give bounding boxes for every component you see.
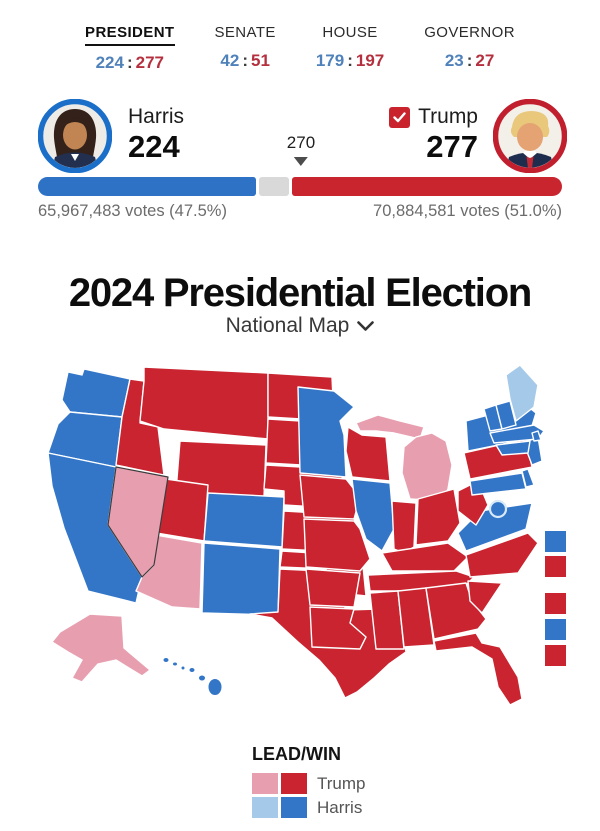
map-view-dropdown[interactable]: National Map — [0, 314, 600, 338]
page-title: 2024 Presidential Election — [68, 270, 533, 315]
state-ar[interactable] — [305, 568, 361, 608]
district-me-1[interactable] — [545, 531, 566, 552]
trump-avatar — [492, 98, 568, 174]
state-co[interactable] — [203, 492, 285, 548]
trump-win-swatch — [281, 773, 307, 794]
state-oh[interactable] — [415, 488, 461, 546]
state-de[interactable] — [521, 468, 535, 488]
harris-electoral-votes: 224 — [128, 129, 180, 164]
legend-row-harris: Harris — [252, 797, 366, 818]
state-ri[interactable] — [531, 430, 542, 442]
bar-segment-rep — [292, 177, 562, 196]
score-separator: : — [466, 51, 473, 70]
tab-score: 179 : 197 — [316, 51, 384, 71]
dem-count: 179 — [315, 51, 345, 70]
state-nc[interactable] — [465, 532, 539, 578]
tab-president[interactable]: PRESIDENT 224 : 277 — [85, 24, 175, 73]
state-wa[interactable] — [61, 368, 131, 418]
state-hi[interactable] — [162, 657, 223, 696]
map-legend: LEAD/WIN Trump Harris — [252, 744, 366, 821]
tab-governor[interactable]: GOVERNOR 23 : 27 — [424, 24, 515, 73]
electoral-bar-area: 270 — [38, 133, 562, 197]
winner-check-icon — [389, 106, 411, 128]
score-separator: : — [347, 51, 353, 70]
electoral-bar — [38, 177, 562, 196]
state-md[interactable] — [469, 472, 527, 496]
tab-house[interactable]: HOUSE 179 : 197 — [316, 24, 384, 73]
map-view-label: National Map — [225, 314, 350, 337]
rep-count: 27 — [475, 51, 495, 70]
threshold-marker: 270 — [287, 133, 315, 166]
score-separator: : — [242, 51, 248, 70]
dem-count: 42 — [220, 51, 240, 70]
rep-count: 277 — [135, 53, 164, 72]
state-mi[interactable] — [401, 432, 453, 502]
state-fl[interactable] — [433, 632, 523, 706]
tab-score: 42 : 51 — [220, 51, 270, 71]
harris-name: Harris — [128, 105, 184, 128]
harris-summary: Harris 224 — [128, 105, 184, 165]
tab-score: 23 : 27 — [445, 51, 495, 71]
national-map — [32, 360, 568, 710]
state-mt[interactable] — [139, 366, 269, 440]
harris-avatar — [37, 98, 113, 174]
state-sc[interactable] — [467, 580, 503, 614]
score-separator: : — [126, 53, 133, 72]
state-ct[interactable] — [495, 440, 531, 456]
legend-heading: LEAD/WIN — [252, 744, 341, 764]
state-in[interactable] — [391, 500, 417, 554]
state-la[interactable] — [309, 606, 367, 650]
threshold-arrow-icon — [293, 157, 308, 166]
trump-name: Trump — [418, 105, 478, 128]
race-tabs: PRESIDENT 224 : 277 SENATE 42 : 51 HOUSE… — [0, 24, 600, 73]
state-dc-callout[interactable] — [488, 499, 508, 519]
harris-win-swatch — [281, 797, 307, 818]
trump-summary: Trump 277 — [389, 105, 478, 165]
legend-row-trump: Trump — [252, 773, 366, 794]
popular-vote-row: 65,967,483 votes (47.5%) 70,884,581 vote… — [38, 202, 562, 221]
bar-segment-dem — [38, 177, 257, 196]
tab-label: PRESIDENT — [85, 24, 175, 46]
state-nh[interactable] — [495, 400, 517, 430]
state-wi[interactable] — [345, 426, 391, 482]
district-ne-3[interactable] — [545, 645, 566, 666]
trump-popular-vote: 70,884,581 votes (51.0%) — [373, 202, 562, 220]
state-ky[interactable] — [381, 542, 469, 572]
tab-senate[interactable]: SENATE 42 : 51 — [215, 24, 276, 73]
dem-count: 224 — [95, 53, 124, 72]
trump-electoral-votes: 277 — [426, 129, 478, 164]
state-ak[interactable] — [51, 613, 151, 683]
tab-label: SENATE — [214, 24, 276, 41]
state-il[interactable] — [351, 478, 395, 552]
state-nv[interactable] — [107, 466, 169, 578]
trump-lead-swatch — [252, 773, 278, 794]
district-ne-2[interactable] — [545, 619, 566, 640]
state-mn[interactable] — [297, 386, 355, 478]
state-ms[interactable] — [369, 590, 405, 650]
tab-label: GOVERNOR — [424, 24, 515, 41]
dem-count: 23 — [444, 51, 464, 70]
state-ia[interactable] — [299, 474, 361, 520]
district-me-2[interactable] — [545, 556, 566, 577]
legend-label-harris: Harris — [317, 797, 363, 817]
state-mo[interactable] — [303, 518, 371, 572]
tab-score: 224 : 277 — [96, 53, 164, 73]
harris-popular-vote: 65,967,483 votes (47.5%) — [38, 202, 227, 220]
rep-count: 197 — [355, 51, 385, 70]
chevron-down-icon — [357, 314, 375, 338]
legend-label-trump: Trump — [317, 773, 366, 793]
state-ma[interactable] — [489, 424, 545, 444]
rep-count: 51 — [250, 51, 270, 70]
district-ne-1[interactable] — [545, 593, 566, 614]
state-ga[interactable] — [425, 582, 487, 640]
state-me[interactable] — [505, 364, 539, 422]
state-al[interactable] — [397, 587, 435, 648]
bar-segment-undecided — [259, 177, 290, 196]
tab-label: HOUSE — [322, 24, 378, 41]
state-nm[interactable] — [201, 542, 281, 616]
harris-lead-swatch — [252, 797, 278, 818]
threshold-label: 270 — [286, 133, 316, 152]
